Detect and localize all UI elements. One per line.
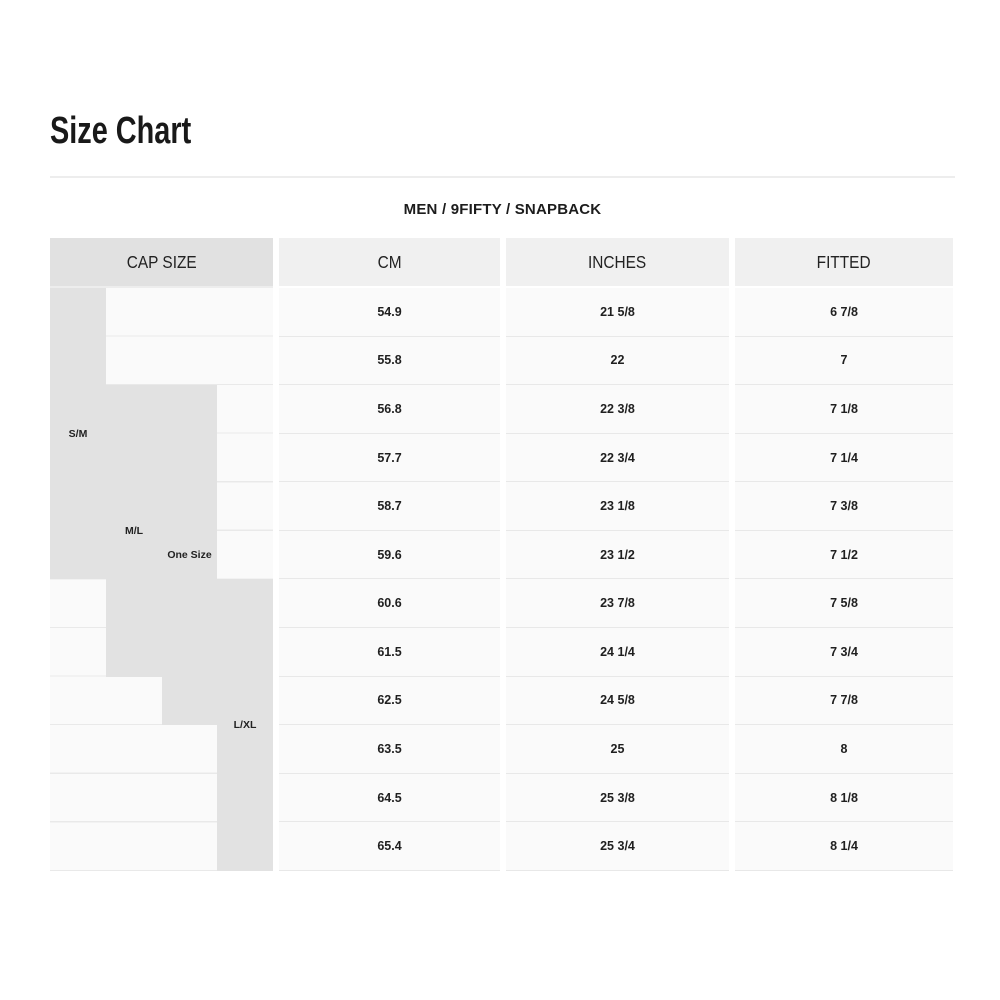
cm-value: 58.7	[279, 482, 500, 531]
header-cap-size: CAP SIZE	[50, 238, 273, 288]
inches-value: 25 3/4	[506, 822, 729, 871]
header-fitted: FITTED	[735, 238, 953, 288]
fitted-value: 8 1/4	[735, 822, 953, 871]
inches-column: 21 5/8 22 22 3/8 22 3/4 23 1/8 23 1/2 23…	[506, 288, 729, 871]
size-group-sm: S/M	[50, 288, 106, 580]
fitted-value: 7 1/2	[735, 530, 953, 580]
size-group-ml-label: M/L	[124, 524, 144, 537]
fitted-value: 7 7/8	[735, 676, 953, 726]
fitted-value: 6 7/8	[735, 288, 953, 337]
fitted-value: 8	[735, 725, 953, 774]
fitted-value: 8 1/8	[735, 773, 953, 823]
cm-value: 56.8	[279, 385, 500, 434]
inches-value: 23 1/2	[506, 530, 729, 580]
fitted-value: 7 3/8	[735, 482, 953, 531]
inches-value: 24 1/4	[506, 628, 729, 677]
fitted-column: 6 7/8 7 7 1/8 7 1/4 7 3/8 7 1/2 7 5/8 7 …	[735, 288, 953, 871]
header-inches: INCHES	[506, 238, 729, 288]
fitted-value: 7 5/8	[735, 579, 953, 629]
header-inches-label: INCHES	[588, 251, 647, 272]
cm-value: 64.5	[279, 773, 500, 823]
header-cm: CM	[279, 238, 500, 288]
cm-value: 61.5	[279, 628, 500, 677]
size-group-one-size-label: One Size	[167, 549, 212, 562]
cm-value: 54.9	[279, 288, 500, 337]
header-fitted-label: FITTED	[817, 251, 871, 272]
size-group-lxl-label: L/XL	[233, 719, 257, 732]
fitted-value: 7 1/8	[735, 385, 953, 434]
page-title: Size Chart	[50, 110, 192, 152]
size-group-sm-label: S/M	[68, 427, 88, 440]
inches-value: 25 3/8	[506, 773, 729, 823]
fitted-value: 7	[735, 336, 953, 386]
cm-column: 54.9 55.8 56.8 57.7 58.7 59.6 60.6 61.5 …	[279, 288, 500, 871]
inches-value: 22 3/4	[506, 433, 729, 483]
cm-value: 55.8	[279, 336, 500, 386]
fitted-value: 7 1/4	[735, 433, 953, 483]
inches-value: 25	[506, 725, 729, 774]
size-group-one-size: One Size	[162, 385, 217, 726]
size-group-lxl: L/XL	[217, 579, 273, 871]
inches-value: 24 5/8	[506, 676, 729, 726]
inches-value: 23 7/8	[506, 579, 729, 629]
title-divider	[50, 176, 955, 178]
inches-value: 22 3/8	[506, 385, 729, 434]
size-group-ml: M/L	[106, 385, 162, 677]
inches-value: 21 5/8	[506, 288, 729, 337]
cm-value: 65.4	[279, 822, 500, 871]
size-chart-table: CAP SIZE CM INCHES FITTED S/M M/L One Si…	[50, 238, 953, 871]
cm-value: 57.7	[279, 433, 500, 483]
inches-value: 22	[506, 336, 729, 386]
cm-value: 59.6	[279, 530, 500, 580]
inches-value: 23 1/8	[506, 482, 729, 531]
category-subtitle: MEN / 9FIFTY / SNAPBACK	[403, 201, 602, 218]
header-cm-label: CM	[377, 251, 402, 272]
cm-value: 63.5	[279, 725, 500, 774]
cm-value: 62.5	[279, 676, 500, 726]
fitted-value: 7 3/4	[735, 628, 953, 677]
cm-value: 60.6	[279, 579, 500, 629]
header-cap-size-label: CAP SIZE	[126, 251, 197, 272]
